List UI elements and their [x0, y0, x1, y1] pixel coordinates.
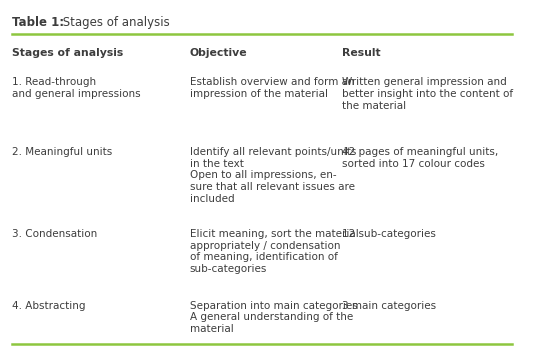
Text: Separation into main categories
A general understanding of the
material: Separation into main categories A genera…: [190, 301, 357, 334]
Text: 1. Read-through
and general impressions: 1. Read-through and general impressions: [12, 77, 140, 99]
Text: 12 sub-categories: 12 sub-categories: [341, 229, 436, 239]
Text: Establish overview and form an
impression of the material: Establish overview and form an impressio…: [190, 77, 354, 99]
Text: 4. Abstracting: 4. Abstracting: [12, 301, 85, 311]
Text: 42 pages of meaningful units,
sorted into 17 colour codes: 42 pages of meaningful units, sorted int…: [341, 147, 498, 169]
Text: Stages of analysis: Stages of analysis: [12, 48, 123, 58]
Text: Table 1:: Table 1:: [12, 16, 64, 29]
Text: Stages of analysis: Stages of analysis: [59, 16, 170, 29]
Text: Objective: Objective: [190, 48, 247, 58]
Text: Elicit meaning, sort the material
appropriately / condensation
of meaning, ident: Elicit meaning, sort the material approp…: [190, 229, 358, 274]
Text: Identify all relevant points/units
in the text
Open to all impressions, en-
sure: Identify all relevant points/units in th…: [190, 147, 356, 203]
Text: 3. Condensation: 3. Condensation: [12, 229, 97, 239]
Text: Result: Result: [341, 48, 380, 58]
Text: Written general impression and
better insight into the content of
the material: Written general impression and better in…: [341, 77, 513, 111]
Text: 2. Meaningful units: 2. Meaningful units: [12, 147, 112, 157]
Text: 3 main categories: 3 main categories: [341, 301, 436, 311]
